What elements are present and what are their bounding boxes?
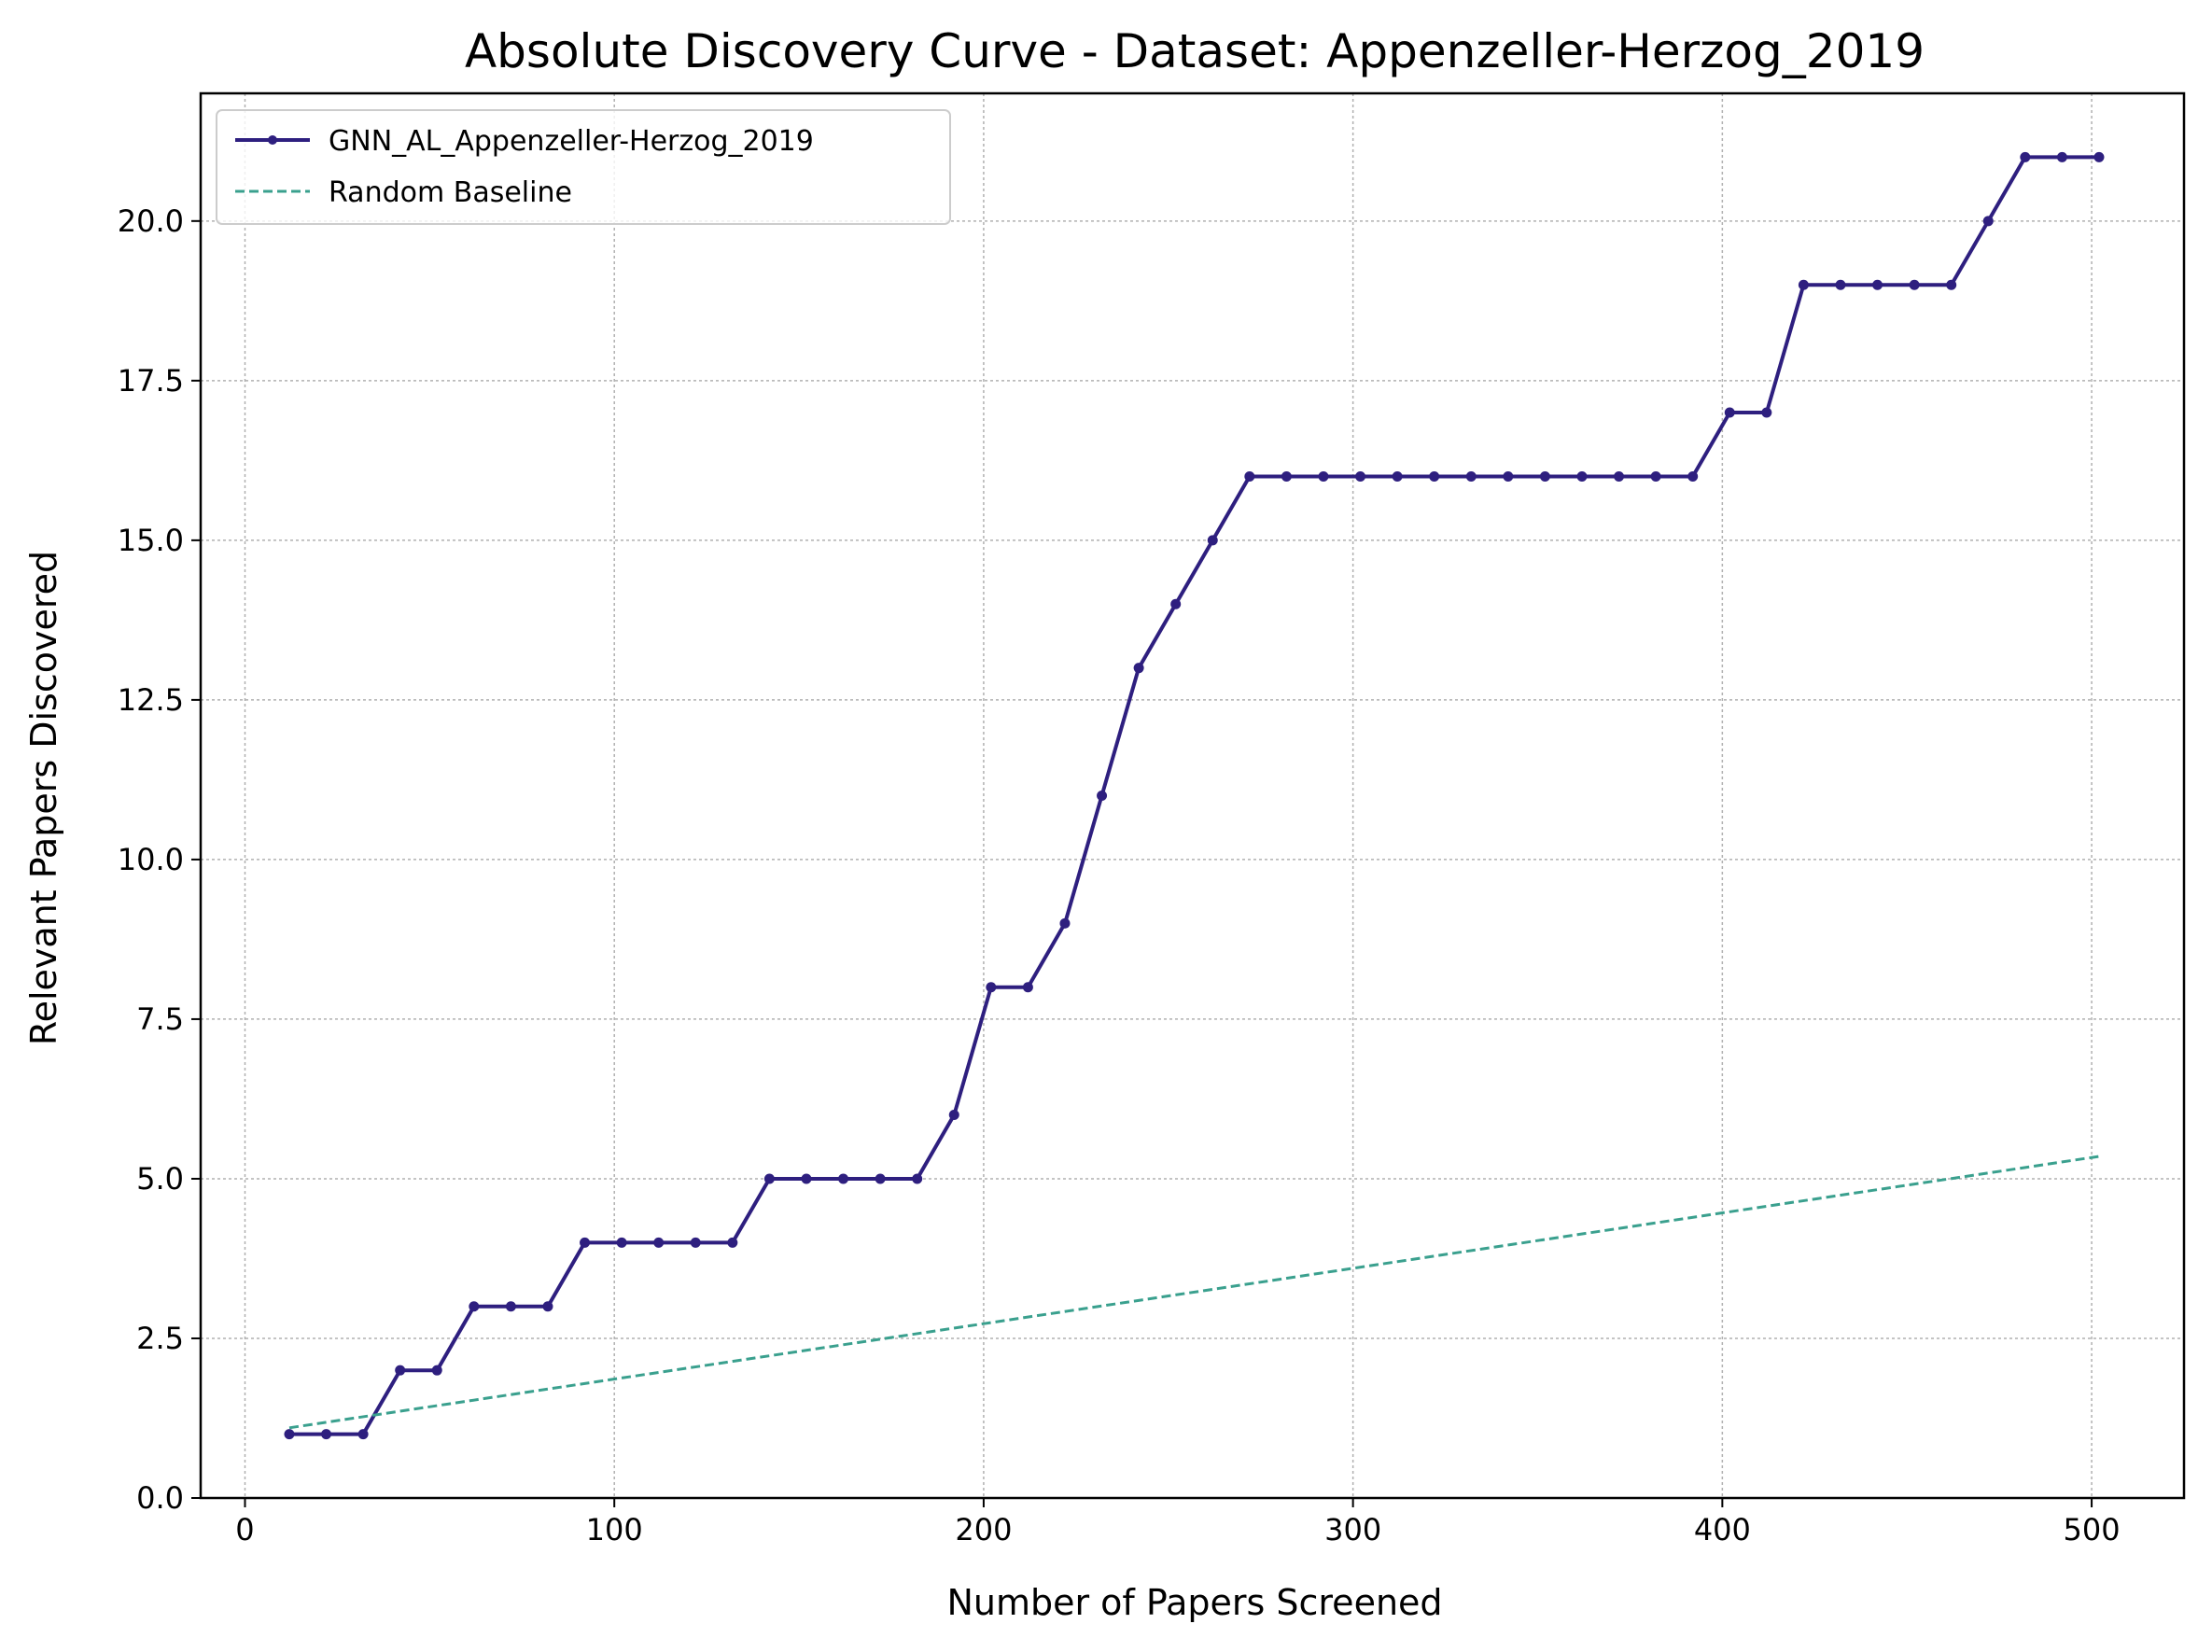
gnn-data-point bbox=[431, 1365, 442, 1376]
plot-frame bbox=[199, 91, 2186, 1500]
x-tick-label: 200 bbox=[955, 1512, 1012, 1547]
y-tick-label: 5.0 bbox=[136, 1161, 184, 1197]
gnn-data-point bbox=[690, 1237, 701, 1248]
y-tick-label: 20.0 bbox=[118, 203, 184, 239]
gnn-data-point bbox=[1687, 470, 1699, 482]
gnn-data-point bbox=[321, 1429, 332, 1440]
legend-label-random: Random Baseline bbox=[329, 176, 572, 209]
y-tick-label: 0.0 bbox=[136, 1480, 184, 1516]
gnn-data-point bbox=[838, 1173, 849, 1184]
gnn-data-point bbox=[727, 1237, 738, 1248]
gnn-data-point bbox=[1465, 470, 1477, 482]
gnn-data-point bbox=[1798, 279, 1809, 290]
gnn-data-point bbox=[1835, 279, 1846, 290]
gnn-data-point bbox=[1059, 917, 1071, 929]
random-baseline-line bbox=[288, 1155, 2100, 1430]
gnn-data-point bbox=[616, 1237, 627, 1248]
y-tick-label: 10.0 bbox=[118, 842, 184, 877]
gnn-data-point bbox=[1724, 407, 1735, 418]
x-tick-label: 400 bbox=[1694, 1512, 1751, 1547]
gnn-data-point bbox=[1576, 470, 1588, 482]
gnn-data-point bbox=[284, 1429, 295, 1440]
gnn-data-point bbox=[1207, 535, 1218, 546]
x-axis-title: Number of Papers Screened bbox=[946, 1582, 1442, 1623]
gnn-data-point bbox=[1872, 279, 1883, 290]
gnn-data-point bbox=[2020, 151, 2031, 162]
gnn-data-point bbox=[1503, 470, 1514, 482]
y-axis-title: Relevant Papers Discovered bbox=[23, 551, 64, 1045]
gnn-data-point bbox=[1909, 279, 1920, 290]
gnn-data-point bbox=[357, 1429, 369, 1440]
gnn-data-point bbox=[1946, 279, 1957, 290]
gnn-data-point bbox=[1097, 791, 1108, 801]
gnn-data-point bbox=[505, 1301, 516, 1312]
y-tick-label: 15.0 bbox=[118, 523, 184, 558]
gnn-data-point bbox=[1982, 216, 1994, 227]
x-tick-label: 500 bbox=[2064, 1512, 2121, 1547]
gnn-data-point bbox=[763, 1173, 775, 1184]
gnn-data-point bbox=[986, 982, 997, 993]
gnn-data-point bbox=[1761, 407, 1772, 418]
gnn-series-line bbox=[289, 155, 2099, 1436]
gnn-data-point bbox=[1429, 470, 1440, 482]
x-tick-label: 300 bbox=[1324, 1512, 1381, 1547]
gnn-data-point bbox=[580, 1237, 591, 1248]
gnn-data-point bbox=[875, 1173, 886, 1184]
legend: GNN_AL_Appenzeller-Herzog_2019 Random Ba… bbox=[216, 109, 951, 225]
gnn-data-point bbox=[2056, 151, 2067, 162]
gnn-data-point bbox=[1539, 470, 1550, 482]
y-tick-label: 7.5 bbox=[136, 1001, 184, 1037]
gnn-data-point bbox=[1170, 598, 1182, 609]
grid-lines bbox=[201, 93, 2184, 1499]
y-tick-label: 17.5 bbox=[118, 363, 184, 399]
series-layer bbox=[284, 151, 2105, 1440]
gnn-data-point bbox=[1614, 470, 1625, 482]
gnn-data-point bbox=[1650, 470, 1661, 482]
gnn-data-point bbox=[1355, 470, 1366, 482]
gnn-data-point bbox=[801, 1173, 812, 1184]
gnn-data-point bbox=[542, 1301, 553, 1312]
gnn-data-point bbox=[912, 1173, 923, 1184]
gnn-data-point bbox=[1244, 470, 1255, 482]
gnn-data-point bbox=[1133, 663, 1144, 674]
gnn-data-point bbox=[653, 1237, 665, 1248]
x-tick-label: 0 bbox=[235, 1512, 254, 1547]
gnn-data-point bbox=[1022, 982, 1033, 993]
gnn-data-point bbox=[948, 1110, 959, 1121]
legend-marker-gnn bbox=[268, 135, 277, 145]
y-tick-label: 2.5 bbox=[136, 1321, 184, 1356]
gnn-data-point bbox=[2093, 151, 2105, 162]
legend-box bbox=[216, 109, 951, 225]
gnn-data-point bbox=[1281, 470, 1292, 482]
legend-label-gnn: GNN_AL_Appenzeller-Herzog_2019 bbox=[329, 125, 814, 158]
chart-title: Absolute Discovery Curve - Dataset: Appe… bbox=[465, 24, 1925, 78]
gnn-data-point bbox=[395, 1365, 406, 1376]
x-tick-label: 100 bbox=[586, 1512, 643, 1547]
y-tick-label: 12.5 bbox=[118, 682, 184, 718]
tick-marks bbox=[191, 219, 2093, 1507]
gnn-data-point bbox=[1318, 470, 1329, 482]
gnn-data-point bbox=[469, 1301, 480, 1312]
gnn-data-point bbox=[1392, 470, 1403, 482]
